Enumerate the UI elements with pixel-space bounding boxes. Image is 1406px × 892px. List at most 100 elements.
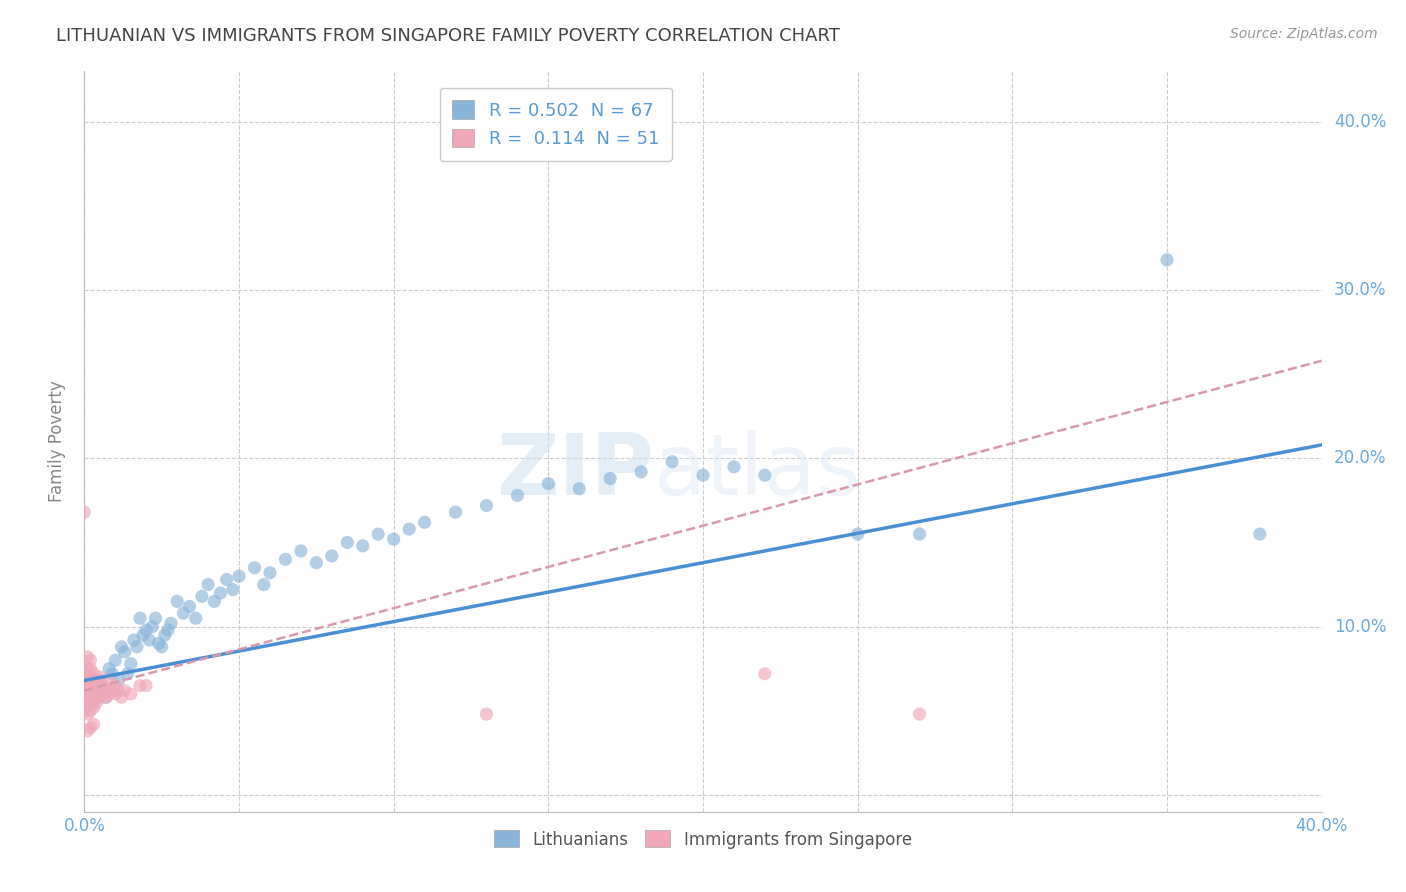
Point (101, 683, 124, 698)
Point (107, 673, 129, 688)
Point (305, 556, 328, 570)
Point (89, 679, 111, 693)
Point (79, 687, 101, 701)
Point (135, 623, 157, 637)
Point (150, 640, 173, 654)
Point (141, 619, 163, 633)
Point (352, 539, 374, 553)
Text: atlas: atlas (654, 430, 862, 513)
Point (76, 695, 98, 709)
Point (661, 455, 683, 469)
Point (83, 700, 105, 714)
Point (138, 633, 160, 648)
Point (209, 586, 232, 600)
Point (135, 679, 157, 693)
Point (76, 649, 98, 664)
Point (122, 633, 145, 648)
Point (73, 666, 96, 681)
Text: 40.0%: 40.0% (1334, 113, 1386, 131)
Point (114, 683, 136, 698)
Point (98, 673, 121, 688)
Point (120, 657, 142, 671)
Point (91, 687, 114, 701)
Point (1156, 252, 1178, 267)
Point (336, 535, 359, 549)
Point (228, 569, 250, 583)
Point (89, 690, 111, 705)
Text: ZIP: ZIP (496, 430, 654, 513)
Point (145, 611, 167, 625)
Point (599, 471, 621, 485)
Point (202, 594, 225, 608)
Point (506, 488, 529, 502)
Point (76, 670, 98, 684)
Point (76, 662, 98, 676)
Point (129, 679, 152, 693)
Point (94, 690, 117, 705)
Point (413, 516, 436, 530)
Point (79, 695, 101, 709)
Point (908, 527, 931, 541)
Point (86, 695, 108, 709)
Point (120, 687, 142, 701)
Point (321, 549, 343, 563)
Point (692, 468, 714, 483)
Point (104, 687, 127, 701)
Point (179, 599, 201, 614)
Point (243, 560, 266, 574)
Point (104, 653, 127, 667)
Point (398, 522, 420, 536)
Point (83, 666, 105, 681)
Point (846, 527, 869, 541)
Point (79, 662, 101, 676)
Point (94, 681, 117, 696)
Point (129, 611, 152, 625)
Point (259, 566, 281, 580)
Point (156, 623, 179, 637)
Legend: Lithuanians, Immigrants from Singapore: Lithuanians, Immigrants from Singapore (488, 823, 918, 855)
Point (184, 611, 207, 625)
Point (76, 679, 98, 693)
Point (73, 690, 96, 705)
Point (73, 683, 96, 698)
Point (191, 590, 214, 604)
Point (1249, 527, 1271, 541)
Point (98, 662, 121, 676)
Point (367, 527, 389, 541)
Point (91, 679, 114, 693)
Point (290, 544, 312, 558)
Point (537, 476, 560, 491)
Point (86, 681, 108, 696)
Point (475, 499, 498, 513)
Text: 30.0%: 30.0% (1334, 281, 1386, 299)
Point (94, 690, 117, 705)
Point (83, 690, 105, 705)
Point (114, 645, 136, 659)
Point (73, 505, 96, 519)
Point (79, 670, 101, 684)
Point (160, 616, 183, 631)
Point (101, 666, 124, 681)
Point (98, 687, 121, 701)
Point (475, 707, 498, 722)
Point (110, 690, 132, 705)
Point (153, 628, 176, 642)
Point (89, 670, 111, 684)
Point (148, 636, 170, 650)
Text: LITHUANIAN VS IMMIGRANTS FROM SINGAPORE FAMILY POVERTY CORRELATION CHART: LITHUANIAN VS IMMIGRANTS FROM SINGAPORE … (56, 27, 841, 45)
Point (79, 679, 101, 693)
Point (89, 673, 111, 688)
Point (132, 628, 155, 642)
Point (73, 673, 96, 688)
Point (274, 552, 297, 566)
Point (630, 465, 652, 479)
Point (76, 723, 98, 738)
Point (222, 582, 245, 597)
Text: 20.0%: 20.0% (1334, 450, 1386, 467)
Text: 10.0%: 10.0% (1334, 617, 1386, 636)
Point (104, 679, 127, 693)
Point (444, 505, 467, 519)
Point (723, 459, 745, 474)
Point (73, 704, 96, 718)
Point (76, 707, 98, 722)
